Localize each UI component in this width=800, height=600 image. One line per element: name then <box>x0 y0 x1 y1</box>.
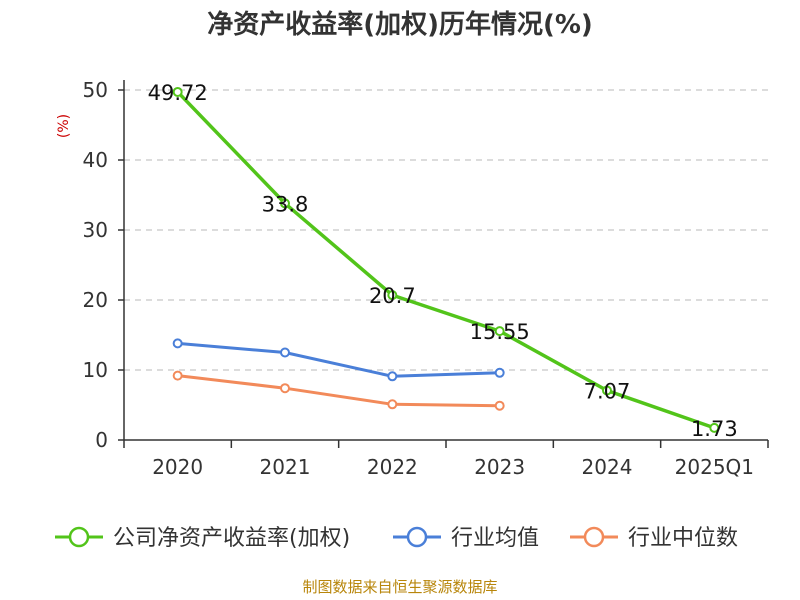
x-tick-label-2022: 2022 <box>367 455 418 479</box>
y-tick-label: 30 <box>83 218 108 242</box>
y-tick-label: 20 <box>83 288 108 312</box>
source-note: 制图数据来自恒生聚源数据库 <box>302 578 497 596</box>
data-point-0-5[interactable] <box>709 422 720 433</box>
x-tick-label-2025Q1: 2025Q1 <box>675 455 754 479</box>
legend-label: 行业均值 <box>451 526 539 551</box>
data-point-2-2[interactable] <box>387 399 398 410</box>
data-label-4: 7.07 <box>584 380 631 404</box>
legend-label: 行业中位数 <box>628 526 738 551</box>
data-point-0-1[interactable] <box>280 198 290 209</box>
data-point-1-3[interactable] <box>494 367 505 378</box>
y-tick-label: 10 <box>83 358 108 382</box>
x-tick-label-2020: 2020 <box>152 455 203 479</box>
x-tick-label-2024: 2024 <box>582 455 633 479</box>
series-line-1 <box>176 341 502 378</box>
legend-label: 公司净资产收益率(加权) <box>113 526 350 551</box>
data-point-2-0[interactable] <box>172 370 183 381</box>
data-label-1: 33.8 <box>262 192 309 216</box>
data-point-1-0[interactable] <box>172 338 183 349</box>
grid-lines <box>124 89 768 371</box>
data-labels: 49.72 33.8 20.7 15.55 7.07 1.73 <box>148 81 738 441</box>
y-axis-label: (%) <box>56 114 72 138</box>
legend-item-1[interactable]: 行业均值 <box>393 526 539 551</box>
legend-marker-icon <box>583 526 605 548</box>
series-1 <box>172 338 505 382</box>
data-point-1-1[interactable] <box>280 347 290 358</box>
series-lines <box>172 86 720 433</box>
series-line-2 <box>176 374 502 408</box>
y-tick-label: 50 <box>83 78 108 102</box>
x-tick-label-2021: 2021 <box>260 455 311 479</box>
y-tick-label: 40 <box>83 148 108 172</box>
data-point-0-2[interactable] <box>387 290 398 301</box>
legend-marker-icon <box>406 526 428 548</box>
data-point-1-2[interactable] <box>387 371 398 382</box>
data-point-0-3[interactable] <box>494 326 505 337</box>
legend-marker-icon <box>68 526 90 548</box>
data-point-0-0[interactable] <box>172 86 183 97</box>
data-label-2: 20.7 <box>369 284 416 308</box>
series-line-0 <box>175 90 717 430</box>
data-label-3: 15.55 <box>470 320 530 344</box>
legend-item-2[interactable]: 行业中位数 <box>570 526 738 551</box>
data-point-2-1[interactable] <box>280 383 290 394</box>
data-label-0: 49.72 <box>148 81 208 105</box>
series-0 <box>172 86 720 433</box>
axes: 0 10 20 30 40 50 2020 2021 2022 2023 2024 2025Q1 <box>83 78 769 479</box>
x-tick-label-2023: 2023 <box>474 455 525 479</box>
chart-title: 净资产收益率(加权)历年情况(%) <box>207 9 593 40</box>
legend-item-0[interactable]: 公司净资产收益率(加权) <box>55 526 350 551</box>
data-point-0-4[interactable] <box>602 385 612 396</box>
data-label-5: 1.73 <box>691 417 738 441</box>
y-tick-label: 0 <box>95 428 108 452</box>
legend[interactable]: 公司净资产收益率(加权) 行业均值 行业中位数 <box>55 526 738 551</box>
data-point-2-3[interactable] <box>494 400 505 411</box>
series-2 <box>172 370 505 411</box>
